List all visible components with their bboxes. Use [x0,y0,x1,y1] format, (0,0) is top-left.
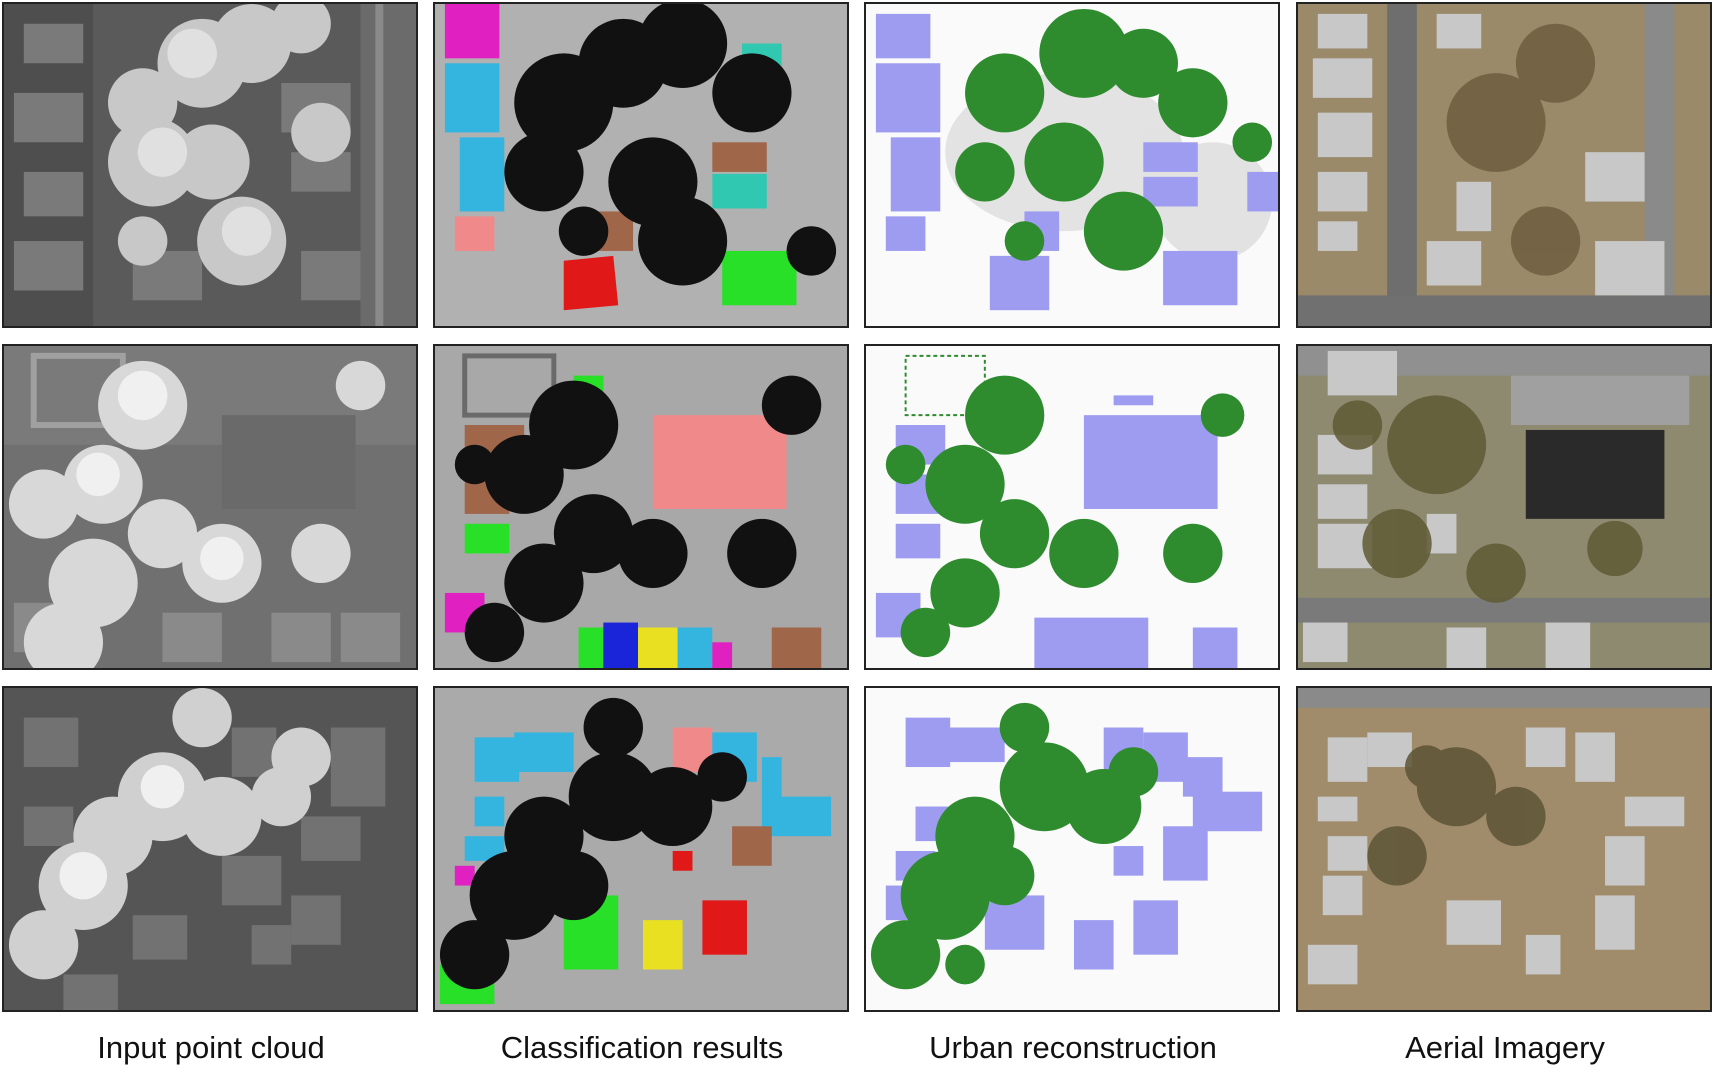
panel-row3-classification-results [433,686,849,1012]
panel-row1-urban-reconstruction [864,2,1280,328]
classification-render-1 [435,4,847,326]
point-cloud-render-3 [4,688,416,1010]
reconstruction-render-2 [866,346,1278,668]
classification-render-2 [435,346,847,668]
point-cloud-render-1 [4,4,416,326]
panel-row1-input-point-cloud [2,2,418,328]
panel-row2-urban-reconstruction [864,344,1280,670]
panel-row3-input-point-cloud [2,686,418,1012]
caption-input-point-cloud: Input point cloud [97,1030,325,1065]
classification-render-3 [435,688,847,1010]
panel-row3-urban-reconstruction [864,686,1280,1012]
panel-row2-aerial-imagery [1296,344,1712,670]
aerial-photo-2 [1298,346,1710,668]
aerial-photo-1 [1298,4,1710,326]
panel-row3-aerial-imagery [1296,686,1712,1012]
panel-row2-classification-results [433,344,849,670]
reconstruction-render-3 [866,688,1278,1010]
reconstruction-render-1 [866,4,1278,326]
caption-classification-results: Classification results [500,1030,784,1065]
caption-urban-reconstruction: Urban reconstruction [929,1030,1217,1065]
aerial-photo-3 [1298,688,1710,1010]
panel-row1-classification-results [433,2,849,328]
caption-aerial-imagery: Aerial Imagery [1405,1030,1605,1065]
panel-row2-input-point-cloud [2,344,418,670]
point-cloud-render-2 [4,346,416,668]
panel-row1-aerial-imagery [1296,2,1712,328]
